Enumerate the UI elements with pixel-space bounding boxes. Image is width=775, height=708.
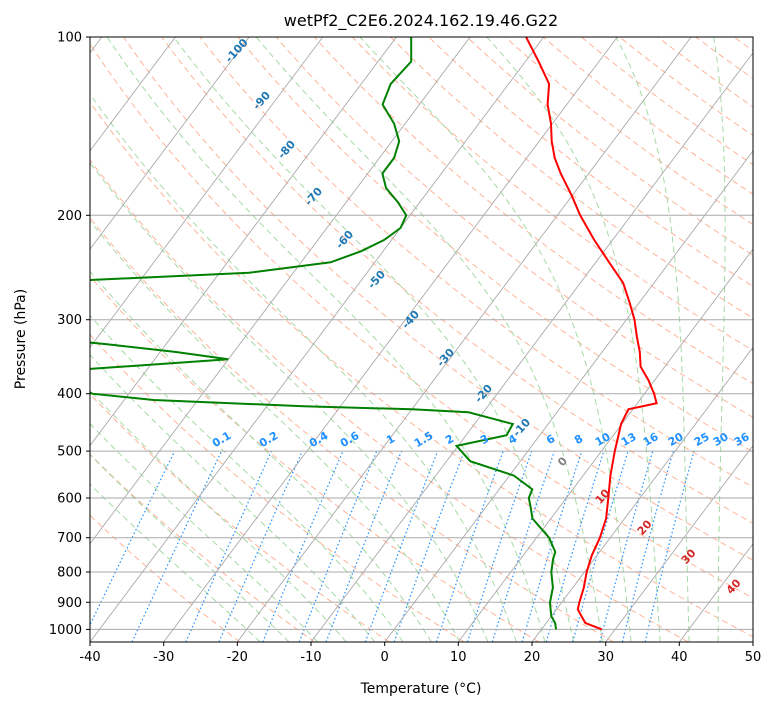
dry-adiabat-line	[466, 37, 753, 256]
mixing-ratio-line	[491, 450, 555, 642]
isotherms	[90, 37, 753, 642]
dry-adiabat-line	[542, 37, 753, 195]
x-tick-label: 40	[671, 650, 688, 665]
mixing-ratio-line	[466, 450, 533, 642]
moist-adiabat-line	[255, 37, 603, 642]
mixing-ratio-line	[90, 450, 176, 627]
isotherm-line	[90, 37, 471, 545]
plot-frame	[89, 36, 754, 643]
isotherm-line	[457, 248, 753, 642]
y-tick-label: 100	[57, 31, 82, 46]
dry-adiabat-line	[90, 159, 689, 642]
isotherm-line	[90, 37, 324, 349]
y-tick-label: 400	[57, 387, 82, 402]
isotherm-line	[90, 37, 397, 447]
mixing-ratio-line	[521, 450, 583, 642]
dry-adiabat-line	[199, 37, 753, 488]
mixing-ratio-line	[393, 450, 465, 642]
moist-adiabat-line	[90, 162, 489, 642]
isotherm-line	[310, 51, 753, 642]
pressure-gridlines	[90, 37, 753, 630]
dry-adiabat-line	[90, 217, 614, 642]
isotherm-line	[236, 37, 692, 642]
isotherm-line	[605, 444, 753, 642]
x-axis-label: Temperature (°C)	[360, 681, 482, 697]
y-tick-label: 200	[57, 209, 82, 224]
dry-adiabat-line	[428, 37, 753, 287]
mixing-ratio-line	[185, 450, 273, 642]
dry-adiabat-line	[504, 37, 753, 226]
dry-adiabat-line	[90, 453, 315, 642]
profile-series	[90, 37, 658, 631]
moist-adiabat-line	[173, 37, 575, 642]
y-tick-label: 900	[57, 596, 82, 611]
x-tick-label: 50	[745, 650, 762, 665]
dry-adiabat-line	[123, 37, 753, 561]
dry-adiabat-line	[161, 37, 753, 524]
y-tick-label: 500	[57, 445, 82, 460]
temperature-line	[525, 37, 658, 631]
dry-adiabat-line	[90, 275, 540, 642]
dewpoint-line	[90, 37, 558, 630]
mixing-ratio-line	[572, 450, 629, 642]
y-tick-label: 600	[57, 492, 82, 507]
x-tick-label: 30	[597, 650, 614, 665]
x-tick-label: 20	[524, 650, 541, 665]
y-tick-label: 700	[57, 531, 82, 546]
y-tick-label: 800	[57, 566, 82, 581]
x-tick-label: 10	[450, 650, 467, 665]
x-tick-label: -40	[79, 650, 100, 665]
dry-adiabats	[90, 37, 753, 642]
mixing-ratio-line	[599, 450, 654, 642]
dry-adiabat-line	[352, 37, 753, 352]
isotherm-line	[531, 346, 753, 642]
dry-adiabat-line	[275, 37, 753, 419]
y-axis-ticks: 100 200 300 400 500 600 700 800 900 1000	[49, 31, 90, 638]
y-axis-label: Pressure (hPa)	[13, 289, 29, 389]
dry-adiabat-line	[90, 43, 753, 599]
y-tick-label: 1000	[49, 623, 82, 638]
x-tick-label: -20	[227, 650, 248, 665]
moist-adiabat-line	[90, 422, 319, 642]
mixing-ratio-line	[262, 450, 344, 642]
isotherm-line	[384, 150, 753, 642]
isotherm-line	[90, 37, 250, 250]
chart-title: wetPf2_C2E6.2024.162.19.46.G22	[284, 11, 558, 31]
x-tick-label: -30	[153, 650, 174, 665]
x-tick-label: -10	[300, 650, 321, 665]
x-tick-label: 0	[381, 650, 389, 665]
x-axis-ticks: -40 -30 -20 -10 0 10 20 30 40 50	[79, 642, 761, 665]
dry-adiabat-line	[90, 101, 753, 638]
mixing-ratio-line	[621, 450, 674, 642]
dry-adiabat-line	[90, 393, 390, 642]
dry-adiabat-line	[313, 37, 753, 385]
moist-adiabat-line	[90, 220, 461, 642]
isotherm-line	[90, 37, 176, 152]
isotherm-line	[163, 37, 618, 642]
mixing-ratio-line	[644, 450, 695, 642]
mixing-ratio-line	[435, 450, 504, 642]
isotherm-line	[90, 37, 545, 642]
mixing-ratio-line	[131, 450, 223, 642]
y-tick-label: 300	[57, 313, 82, 328]
